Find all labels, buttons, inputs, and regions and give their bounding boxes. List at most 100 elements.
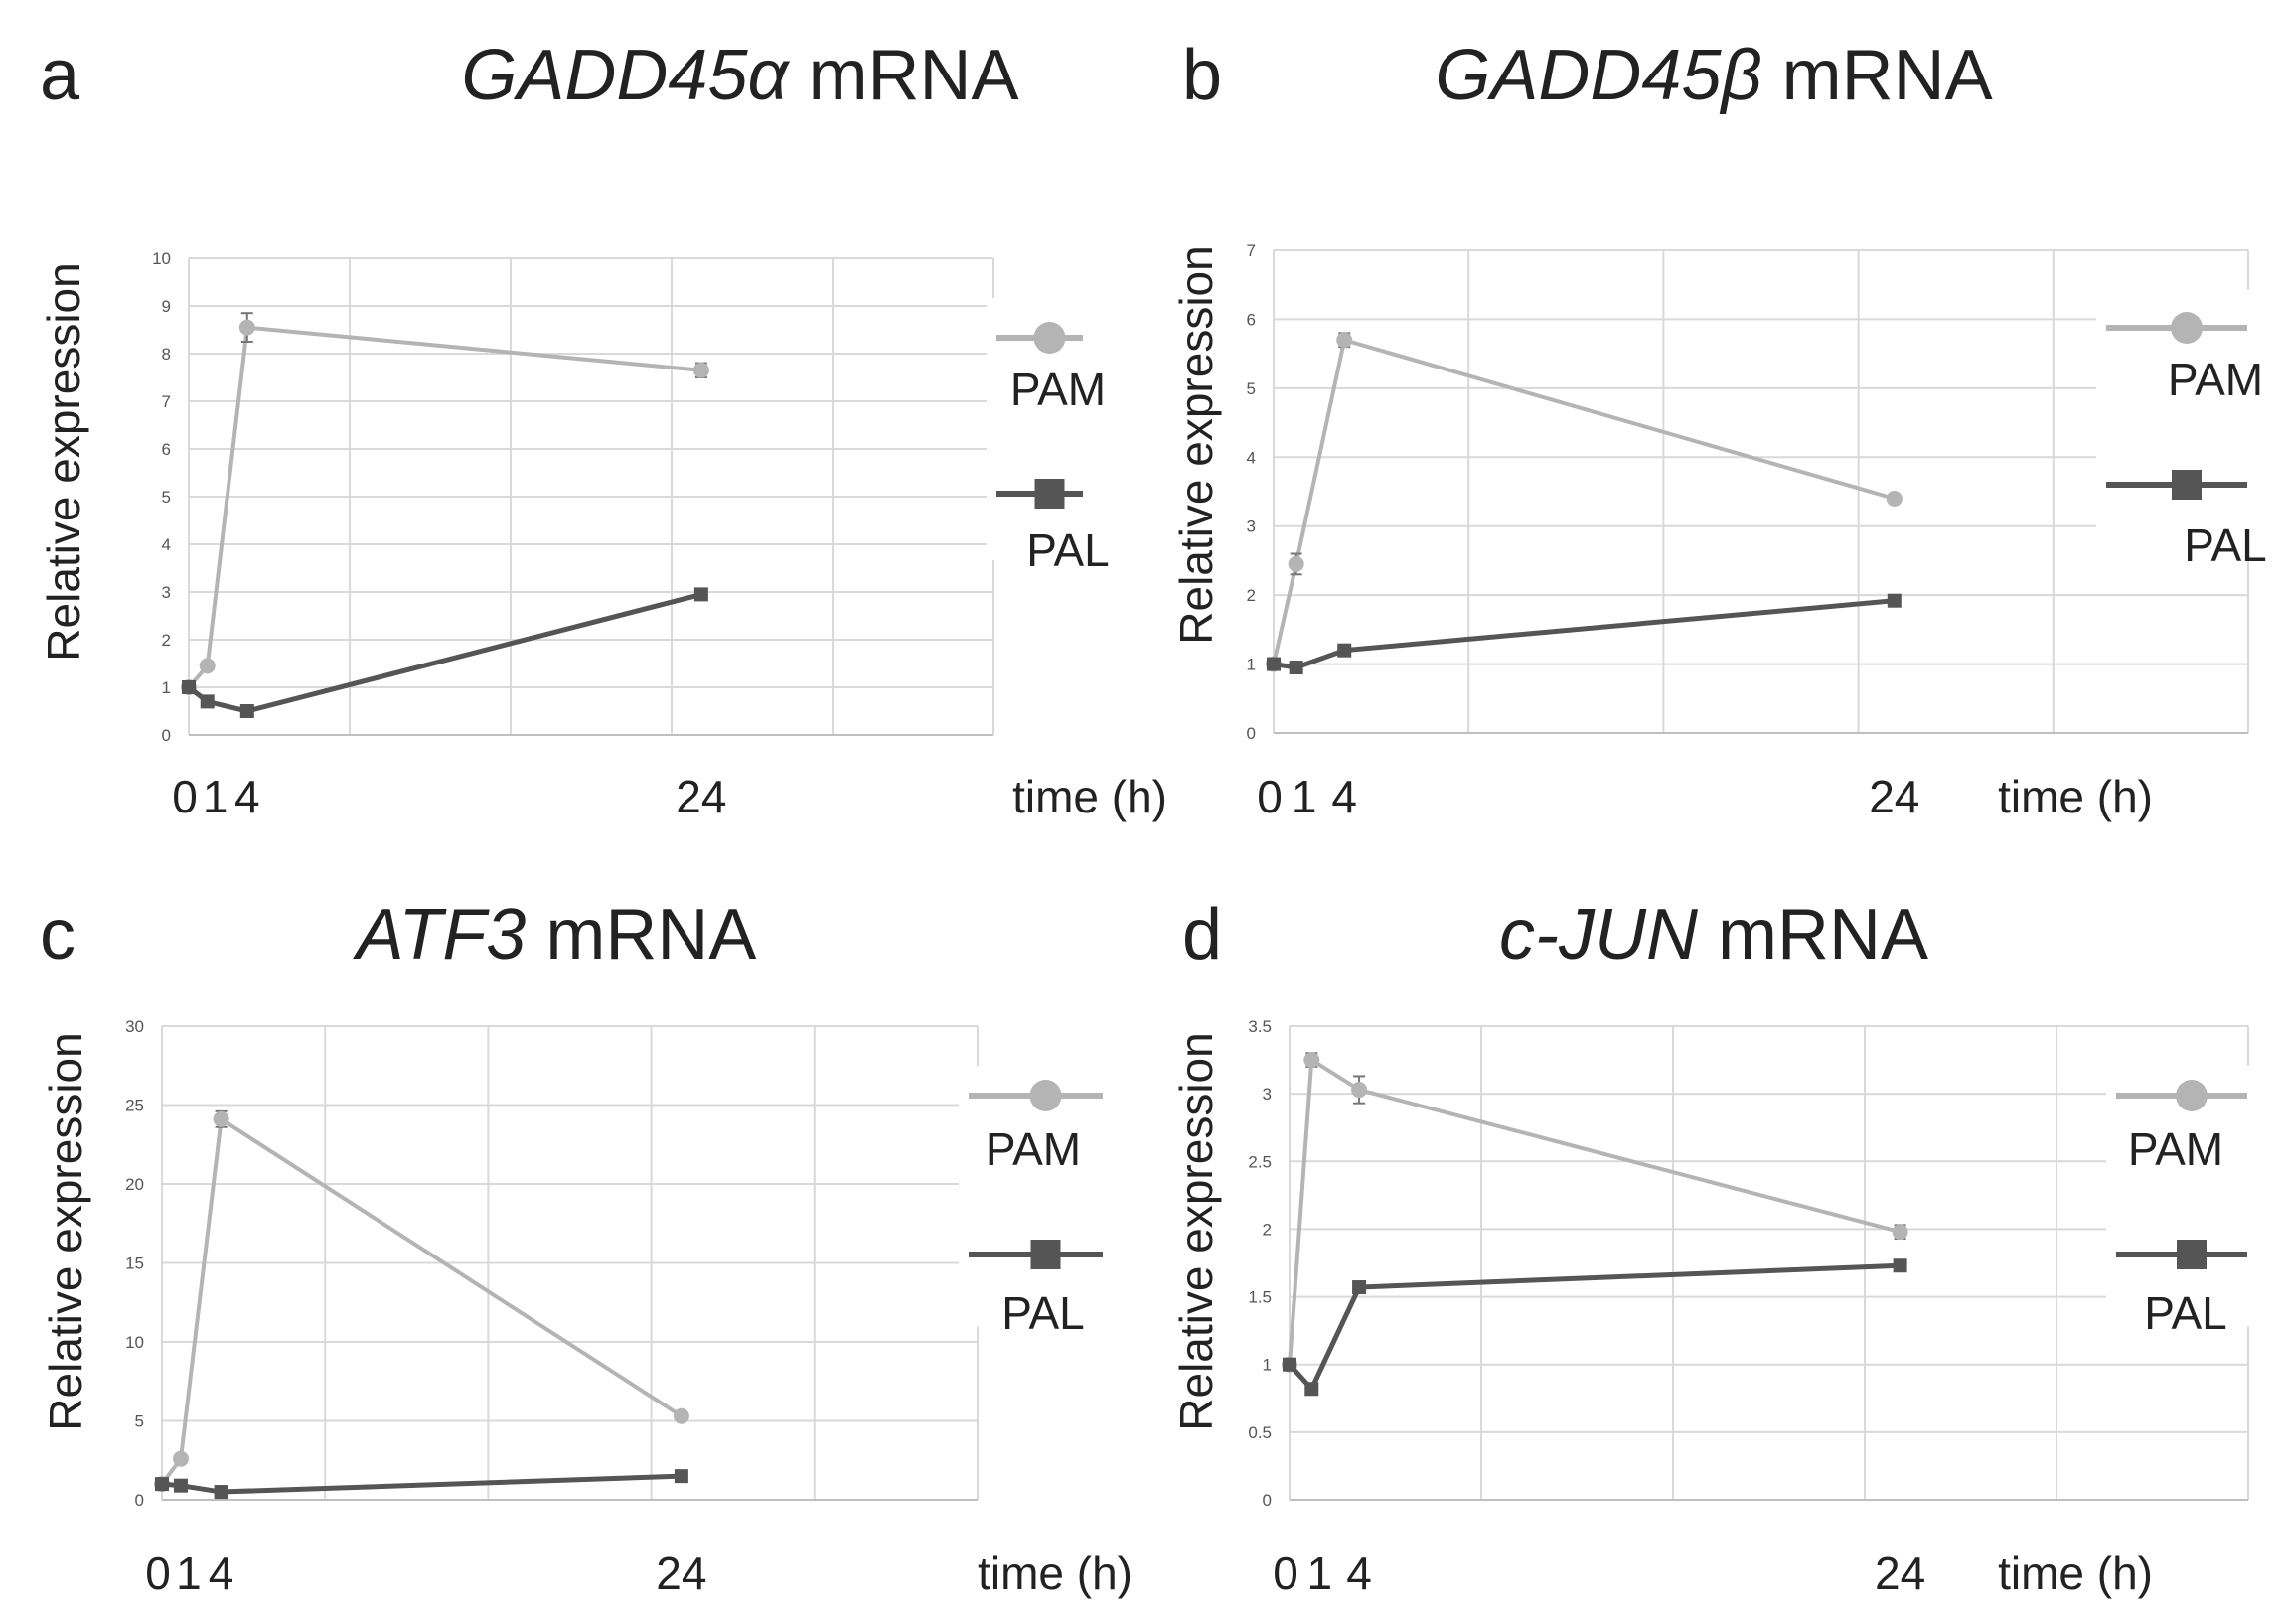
y-tick-label: 0 bbox=[1247, 724, 1256, 743]
data-point-pal bbox=[1352, 1280, 1367, 1295]
x-tick-label: 0 bbox=[1257, 771, 1283, 822]
y-tick-label: 2 bbox=[1263, 1220, 1272, 1239]
y-tick-label: 3 bbox=[1247, 517, 1256, 536]
data-point-pal bbox=[155, 1477, 169, 1492]
data-point-pal bbox=[1283, 1357, 1296, 1372]
y-tick-label: 0.5 bbox=[1248, 1423, 1272, 1442]
series-line-pal bbox=[1273, 598, 1896, 670]
series-line-pam bbox=[1288, 1056, 1902, 1365]
y-tick-label: 5 bbox=[1247, 379, 1256, 398]
y-tick-label: 7 bbox=[1247, 241, 1256, 260]
x-tick-label: 1 bbox=[176, 1548, 202, 1599]
y-tick-label: 2 bbox=[1247, 586, 1256, 605]
series-line-pam bbox=[1272, 337, 1896, 665]
title-unit: mRNA bbox=[526, 895, 756, 974]
data-point-pal bbox=[1304, 1382, 1319, 1397]
x-axis-label: time (h) bbox=[1998, 771, 2153, 822]
data-point-pam bbox=[213, 1110, 229, 1127]
legend-marker-pam bbox=[1029, 1080, 1062, 1111]
series-line-pal bbox=[161, 1473, 682, 1495]
y-tick-label: 10 bbox=[125, 1333, 144, 1352]
series-pal bbox=[1283, 1258, 1907, 1397]
x-tick-label: 24 bbox=[1869, 771, 1919, 822]
y-tick-label: 4 bbox=[1247, 448, 1256, 467]
legend-marker-pal bbox=[1034, 479, 1065, 509]
y-tick-label: 5 bbox=[135, 1412, 144, 1431]
legend-label-pam: PAM bbox=[2128, 1123, 2223, 1175]
y-tick-label: 7 bbox=[162, 392, 171, 411]
y-tick-label: 10 bbox=[152, 249, 171, 268]
title-gene: GADD45β bbox=[1435, 36, 1761, 115]
y-tick-label: 0 bbox=[1263, 1491, 1272, 1510]
data-point-pal bbox=[1289, 661, 1303, 675]
y-tick-label: 20 bbox=[125, 1175, 144, 1194]
legend-label-pal: PAL bbox=[1001, 1287, 1085, 1339]
data-point-pam bbox=[1303, 1052, 1320, 1069]
chart-title: GADD45β mRNA bbox=[1435, 36, 1992, 115]
data-point-pal bbox=[182, 680, 196, 694]
title-unit: mRNA bbox=[1698, 895, 1928, 974]
title-unit: mRNA bbox=[1762, 36, 1993, 115]
data-point-pal bbox=[693, 587, 708, 602]
y-tick-label: 1.5 bbox=[1248, 1288, 1272, 1307]
y-tick-label: 6 bbox=[162, 440, 171, 459]
legend-label-pal: PAL bbox=[2184, 519, 2267, 571]
data-point-pam bbox=[692, 362, 709, 378]
data-point-pal bbox=[674, 1469, 688, 1484]
data-point-pal bbox=[1267, 657, 1281, 671]
x-tick-label: 0 bbox=[172, 771, 198, 822]
data-point-pal bbox=[1887, 593, 1902, 608]
data-point-pam bbox=[673, 1407, 689, 1424]
y-tick-label: 3 bbox=[162, 583, 171, 602]
panel-letter: b bbox=[1182, 36, 1222, 115]
data-point-pal bbox=[239, 704, 254, 718]
data-point-pal bbox=[214, 1485, 228, 1500]
y-tick-label: 30 bbox=[125, 1017, 144, 1036]
legend-marker-pam bbox=[2176, 1080, 2208, 1111]
x-tick-label: 0 bbox=[1273, 1548, 1298, 1599]
title-gene: c-JUN bbox=[1499, 895, 1699, 974]
y-tick-label: 3.5 bbox=[1248, 1017, 1272, 1036]
data-point-pam bbox=[172, 1450, 189, 1467]
legend-marker-pal bbox=[1030, 1240, 1061, 1269]
series-line-pal bbox=[187, 591, 702, 714]
legend-marker-pam bbox=[1033, 322, 1066, 354]
y-axis-label: Relative expression bbox=[40, 1032, 91, 1430]
legend: PAM PAL bbox=[2106, 312, 2267, 571]
y-tick-label: 15 bbox=[125, 1255, 144, 1273]
x-axis-label: time (h) bbox=[978, 1548, 1133, 1599]
chart-title: c-JUN mRNA bbox=[1499, 895, 1928, 974]
title-unit: mRNA bbox=[789, 36, 1019, 115]
series-pam bbox=[154, 1109, 689, 1493]
series-line-pal bbox=[1288, 1262, 1901, 1394]
title-gene: GADD45α bbox=[461, 36, 790, 115]
y-axis-label: Relative expression bbox=[1170, 245, 1222, 644]
data-point-pam bbox=[1336, 332, 1353, 349]
data-point-pam bbox=[1892, 1224, 1908, 1241]
series-line-pam bbox=[160, 1115, 683, 1486]
y-tick-label: 1 bbox=[1263, 1356, 1272, 1375]
y-tick-label: 4 bbox=[162, 535, 171, 554]
x-tick-label: 24 bbox=[1875, 1548, 1925, 1599]
data-point-pal bbox=[173, 1478, 188, 1493]
legend-label-pam: PAM bbox=[2168, 354, 2263, 405]
data-point-pal bbox=[200, 694, 215, 709]
legend-box bbox=[987, 298, 995, 560]
panel-letter: d bbox=[1182, 895, 1222, 974]
y-tick-label: 6 bbox=[1247, 310, 1256, 329]
y-tick-label: 2 bbox=[162, 631, 171, 650]
x-tick-label: 1 bbox=[1306, 1548, 1332, 1599]
y-axis-label: Relative expression bbox=[1170, 1032, 1222, 1430]
y-tick-label: 0 bbox=[162, 726, 171, 745]
legend: PAM PAL bbox=[996, 322, 1110, 576]
legend-label-pam: PAM bbox=[1010, 364, 1106, 415]
y-axis-label: Relative expression bbox=[38, 262, 89, 661]
legend-label-pal: PAL bbox=[1026, 524, 1110, 576]
data-point-pam bbox=[1351, 1082, 1368, 1099]
series-pam bbox=[1282, 1052, 1908, 1373]
series-pal bbox=[155, 1469, 688, 1500]
